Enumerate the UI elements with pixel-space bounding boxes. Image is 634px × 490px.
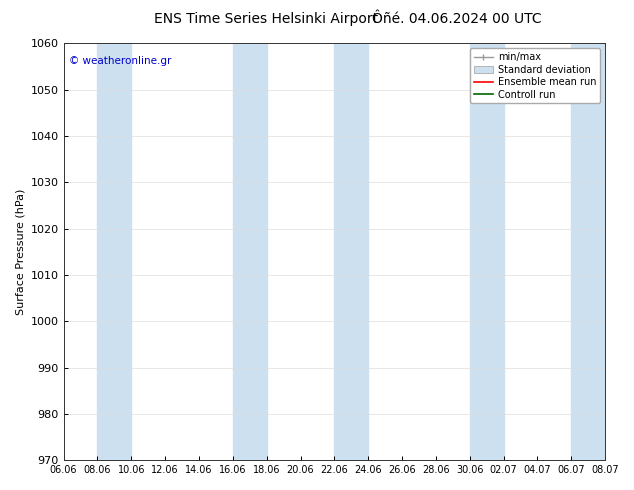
Bar: [98, 44, 131, 460]
Text: Ôñé. 04.06.2024 00 UTC: Ôñé. 04.06.2024 00 UTC: [372, 12, 541, 26]
Text: ENS Time Series Helsinki Airport: ENS Time Series Helsinki Airport: [154, 12, 378, 26]
Legend: min/max, Standard deviation, Ensemble mean run, Controll run: min/max, Standard deviation, Ensemble me…: [470, 49, 600, 103]
Y-axis label: Surface Pressure (hPa): Surface Pressure (hPa): [15, 189, 25, 315]
Bar: [571, 44, 605, 460]
Bar: [233, 44, 267, 460]
Bar: [334, 44, 368, 460]
Bar: [470, 44, 503, 460]
Text: © weatheronline.gr: © weatheronline.gr: [69, 56, 171, 66]
